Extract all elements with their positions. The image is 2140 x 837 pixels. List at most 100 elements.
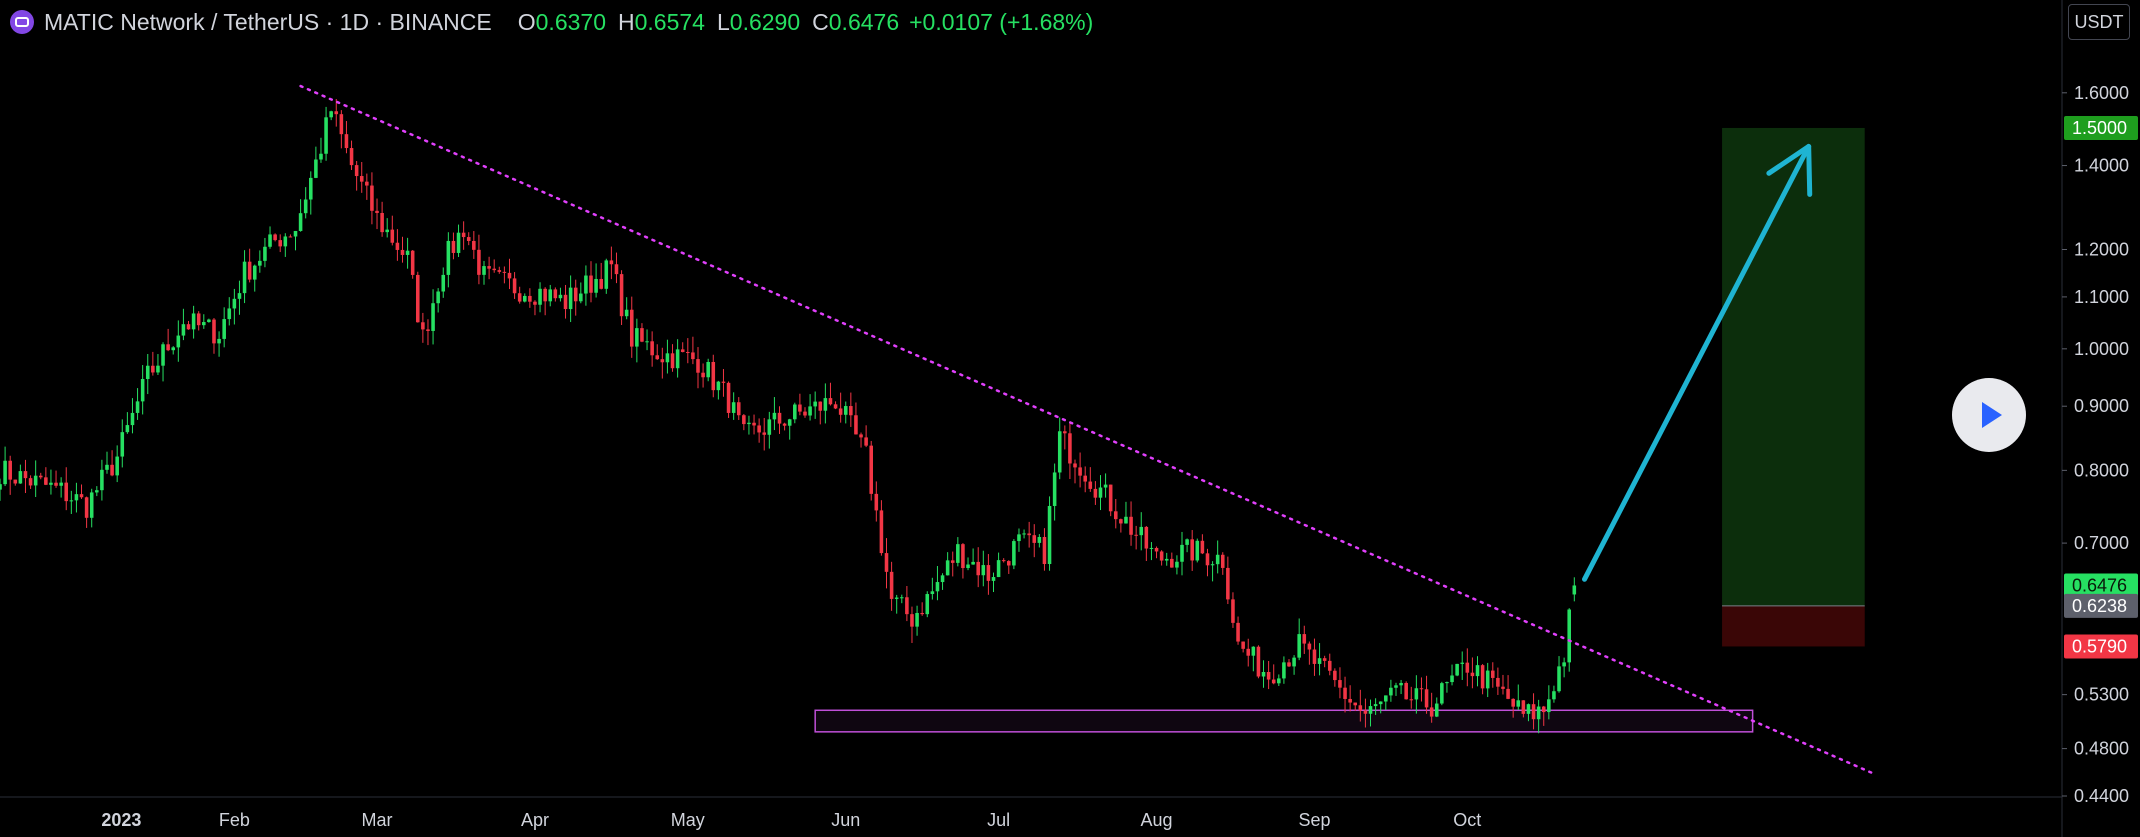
candle-body xyxy=(390,229,395,243)
price-label: 1.5000 xyxy=(2072,118,2127,138)
candle-body xyxy=(691,352,695,360)
candle-body xyxy=(385,229,389,233)
candle-body xyxy=(365,181,369,186)
candle-body xyxy=(813,401,817,407)
candle-body xyxy=(1037,537,1042,543)
candle-body xyxy=(1307,643,1312,650)
candle-body xyxy=(884,553,889,572)
candle-body xyxy=(736,402,741,416)
candle-body xyxy=(1302,634,1307,644)
candle-body xyxy=(1480,665,1485,689)
candle-body xyxy=(370,185,374,211)
y-tick-label: 1.4000 xyxy=(2074,156,2129,176)
candle-body xyxy=(1006,561,1011,566)
y-tick-label: 0.5300 xyxy=(2074,685,2129,705)
candle-body xyxy=(624,309,629,317)
candle-body xyxy=(956,544,960,563)
candle-body xyxy=(1552,691,1556,700)
candle-body xyxy=(711,361,716,391)
candle-body xyxy=(181,324,186,336)
candle-body xyxy=(395,242,400,250)
candle-body xyxy=(889,571,894,599)
candle-body xyxy=(400,249,405,255)
resistance-trendline xyxy=(299,84,1877,776)
x-tick-label: Mar xyxy=(362,810,393,830)
candle-body xyxy=(421,322,425,330)
candle-body xyxy=(487,266,491,269)
candle-body xyxy=(247,261,252,280)
close-value: 0.6476 xyxy=(828,8,900,35)
candle-body xyxy=(843,406,848,415)
symbol-title[interactable]: MATIC Network / TetherUS · 1D · BINANCE xyxy=(44,8,492,35)
candle-body xyxy=(273,234,277,241)
candle-body xyxy=(1465,662,1470,673)
x-tick-label: Jul xyxy=(987,810,1010,830)
candle-body xyxy=(706,361,710,378)
y-tick-label: 0.4400 xyxy=(2074,786,2129,806)
candle-body xyxy=(670,353,675,369)
candle-body xyxy=(1129,516,1133,535)
candle-body xyxy=(125,425,130,433)
candle-body xyxy=(242,261,247,294)
candle-body xyxy=(3,460,7,485)
y-tick-label: 1.0000 xyxy=(2074,339,2129,359)
candle-body xyxy=(405,250,410,255)
candle-body xyxy=(1063,431,1067,434)
candle-body xyxy=(1195,540,1200,561)
candle-body xyxy=(415,274,420,323)
candle-body xyxy=(1384,695,1388,702)
candle-body xyxy=(79,494,84,498)
candle-body xyxy=(747,422,751,425)
price-label-bg xyxy=(2064,634,2138,659)
candle-body xyxy=(8,460,12,480)
candle-body xyxy=(33,475,38,486)
candle-body xyxy=(1572,585,1577,595)
candle-body xyxy=(115,456,119,476)
candle-body xyxy=(232,298,237,309)
candle-body xyxy=(1475,665,1480,677)
candle-body xyxy=(441,274,446,292)
candle-body xyxy=(950,560,955,563)
candle-body xyxy=(721,381,726,383)
candle-body xyxy=(263,246,267,261)
candle-body xyxy=(1170,558,1174,568)
low-value: 0.6290 xyxy=(729,8,801,35)
candle-body xyxy=(675,349,680,369)
candle-body xyxy=(1333,670,1337,681)
candle-body xyxy=(1103,484,1108,488)
candle-body xyxy=(1277,678,1281,684)
candle-body xyxy=(1455,663,1459,676)
candle-body xyxy=(1205,553,1210,566)
candle-body xyxy=(1491,670,1495,678)
candle-body xyxy=(38,475,43,478)
candle-body xyxy=(1200,540,1205,554)
candle-body xyxy=(1236,622,1240,642)
candle-body xyxy=(828,398,833,405)
candle-body xyxy=(1389,687,1393,696)
candle-body xyxy=(573,287,578,302)
play-button[interactable] xyxy=(1952,378,2026,452)
candle-body xyxy=(110,464,114,476)
candle-body xyxy=(1312,649,1317,664)
candle-body xyxy=(176,335,181,348)
annotations-layer xyxy=(299,84,1877,776)
price-label-bg xyxy=(2064,115,2138,140)
candle-body xyxy=(446,240,451,275)
candle-body xyxy=(202,322,206,326)
candle-body xyxy=(1496,677,1500,687)
candle-body xyxy=(1047,505,1052,565)
currency-button[interactable]: USDT xyxy=(2068,4,2130,40)
candle-body xyxy=(54,482,58,486)
candle-body xyxy=(920,612,924,615)
candle-body xyxy=(477,249,481,275)
candle-body xyxy=(986,565,991,581)
candle-body xyxy=(1078,467,1082,476)
candle-body xyxy=(456,232,461,253)
candle-body xyxy=(28,478,33,486)
matic-logo-icon xyxy=(10,10,34,34)
candle-body xyxy=(1246,648,1251,656)
candle-body xyxy=(752,422,756,426)
x-tick-label: Sep xyxy=(1298,810,1330,830)
